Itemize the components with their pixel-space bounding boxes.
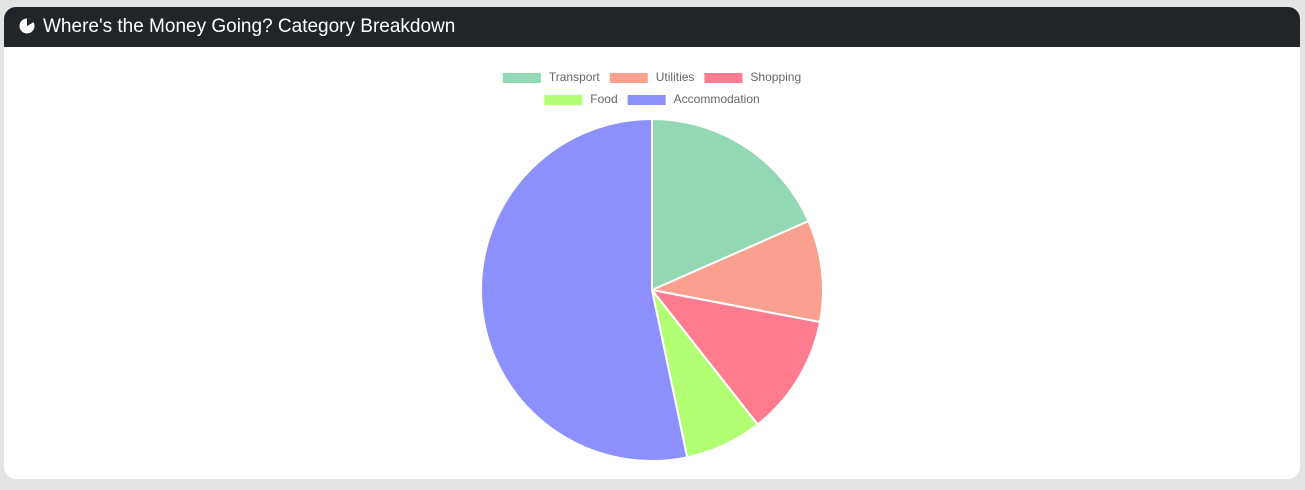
legend-swatch xyxy=(627,95,666,105)
legend-label: Shopping xyxy=(750,70,801,84)
pie-slice xyxy=(648,219,824,324)
pie-slice xyxy=(480,117,689,462)
pie-slice xyxy=(651,117,810,292)
card-title: Where's the Money Going? Category Breakd… xyxy=(43,16,455,37)
legend-label: Utilities xyxy=(656,70,695,84)
legend-label: Food xyxy=(590,92,617,106)
pie-slice xyxy=(649,288,822,426)
legend-swatch xyxy=(544,95,583,105)
card-header xyxy=(4,7,1300,47)
legend-label: Accommodation xyxy=(674,92,760,106)
legend-swatch xyxy=(609,73,648,83)
legend-swatch xyxy=(502,73,541,83)
legend-swatch xyxy=(704,73,743,83)
pie-icon xyxy=(19,18,35,34)
legend-label: Transport xyxy=(549,70,601,84)
